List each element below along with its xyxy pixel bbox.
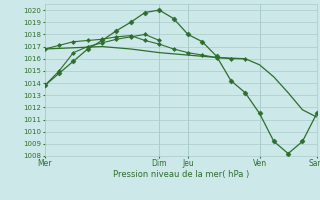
X-axis label: Pression niveau de la mer( hPa ): Pression niveau de la mer( hPa ) bbox=[113, 170, 249, 179]
